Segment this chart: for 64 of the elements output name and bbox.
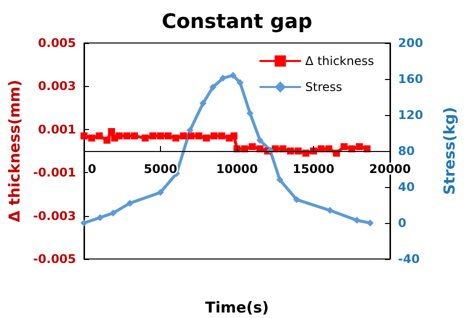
y-tick-label: 0.005 xyxy=(38,36,76,50)
point xyxy=(96,214,104,222)
point xyxy=(172,134,180,142)
y-tick-label: 0.003 xyxy=(38,79,76,94)
y2-axis-title: Stress(kg) xyxy=(440,107,458,195)
point xyxy=(80,220,88,226)
y-tick-label: -0.005 xyxy=(33,252,76,266)
point xyxy=(80,132,88,140)
y2-tick-label: 120 xyxy=(398,108,424,122)
point xyxy=(188,132,195,140)
y-tick-label: 0.001 xyxy=(38,122,76,136)
y-tick-label: -0.003 xyxy=(33,208,76,223)
point xyxy=(103,136,110,144)
x-tick-label: 15000 xyxy=(292,162,334,176)
point xyxy=(180,132,187,140)
y2-tick-label: -40 xyxy=(398,252,420,266)
legend-label: Δ thickness xyxy=(305,54,374,68)
point xyxy=(326,206,334,214)
point xyxy=(116,132,123,140)
point xyxy=(218,132,226,140)
point xyxy=(186,126,194,134)
point xyxy=(200,100,207,107)
point xyxy=(340,143,348,150)
point xyxy=(96,132,103,140)
y2-tick-label: 40 xyxy=(398,180,415,194)
y2-tick-label: 80 xyxy=(398,144,415,158)
point xyxy=(164,132,172,140)
point xyxy=(246,110,254,117)
x-tick-label: 5000 xyxy=(144,162,178,176)
y2-tick-label: 160 xyxy=(398,72,424,86)
point xyxy=(230,132,238,140)
point xyxy=(157,188,164,196)
x-tick-label: 10000 xyxy=(216,162,258,176)
y-tick-label: -0.001 xyxy=(33,166,76,180)
point xyxy=(356,143,363,150)
point xyxy=(157,132,164,140)
point xyxy=(230,72,237,79)
point xyxy=(353,216,360,224)
point xyxy=(110,210,117,217)
point xyxy=(209,84,216,91)
point xyxy=(248,143,256,150)
point xyxy=(123,132,130,140)
x-tick-label: 0 xyxy=(88,162,96,176)
point xyxy=(126,200,134,207)
point xyxy=(202,134,210,142)
point xyxy=(142,134,149,142)
point xyxy=(88,134,96,142)
legend-label: Stress xyxy=(305,80,342,94)
point xyxy=(130,132,138,140)
point xyxy=(366,220,374,226)
point xyxy=(195,132,202,140)
point xyxy=(293,196,300,204)
point xyxy=(108,128,116,136)
point xyxy=(256,136,264,144)
y-axis-title: Δ thickness(mm) xyxy=(6,80,24,222)
y2-tick-label: 0 xyxy=(398,216,406,230)
chart-title: Constant gap xyxy=(162,9,312,33)
y2-tick-label: 200 xyxy=(398,36,424,50)
point xyxy=(219,74,226,82)
point xyxy=(149,132,156,140)
point xyxy=(276,176,284,184)
point xyxy=(210,132,218,140)
point xyxy=(236,79,244,86)
x-axis-title: Time(s) xyxy=(205,298,269,316)
